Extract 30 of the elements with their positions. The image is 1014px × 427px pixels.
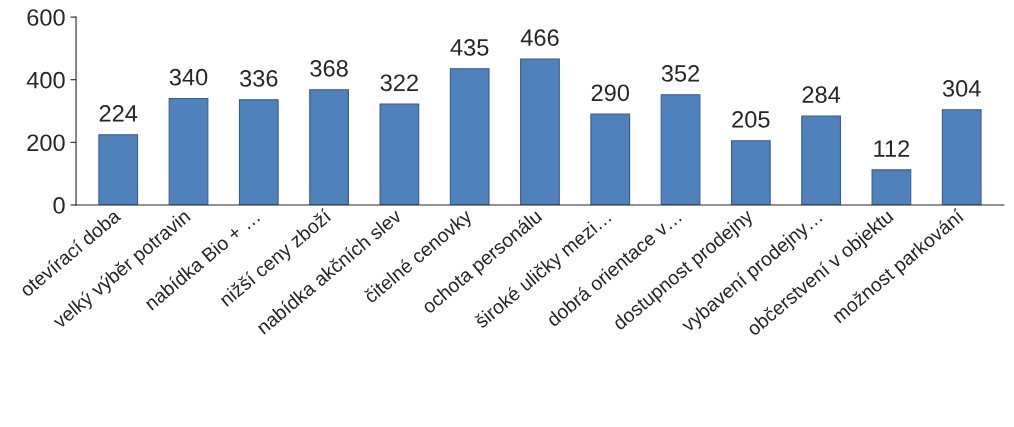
y-tick-label: 200 <box>27 134 65 152</box>
bar <box>590 113 631 205</box>
bar <box>309 89 349 205</box>
data-label: 435 <box>450 39 489 56</box>
bar <box>168 97 209 205</box>
data-label: 290 <box>591 84 630 102</box>
bar <box>520 58 560 205</box>
data-label: 205 <box>732 111 770 128</box>
bar <box>801 115 841 205</box>
data-label: 322 <box>380 74 418 92</box>
bar <box>238 99 279 205</box>
data-label: 340 <box>169 68 208 86</box>
bar <box>98 134 139 205</box>
data-label: 368 <box>310 60 348 77</box>
bar <box>660 94 701 205</box>
bar <box>941 109 982 205</box>
bar <box>730 140 771 205</box>
bar <box>379 103 420 205</box>
y-tick-label: 0 <box>53 197 65 214</box>
data-label: 304 <box>942 80 981 97</box>
y-tick-label: 600 <box>27 9 65 26</box>
y-tick-label: 400 <box>26 71 65 89</box>
data-label: 336 <box>240 70 278 87</box>
bar <box>871 169 912 205</box>
bar <box>449 68 490 205</box>
data-label: 284 <box>802 86 841 104</box>
data-label: 224 <box>99 105 138 122</box>
data-label: 112 <box>874 140 910 157</box>
data-label: 352 <box>661 65 700 82</box>
data-label: 466 <box>520 29 559 47</box>
